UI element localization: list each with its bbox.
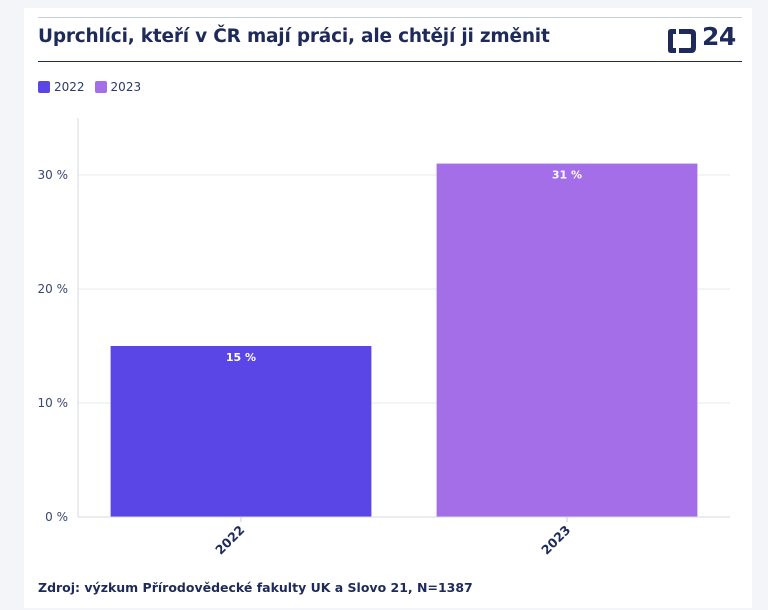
legend-label: 2022 bbox=[54, 80, 85, 94]
x-tick-label: 2023 bbox=[538, 522, 573, 557]
header-top-rule bbox=[38, 17, 742, 18]
y-tick-label: 30 % bbox=[38, 168, 69, 182]
header-bottom-rule bbox=[38, 61, 742, 62]
legend-item-2023[interactable]: 2023 bbox=[94, 80, 142, 94]
legend-item-2022[interactable]: 2022 bbox=[38, 80, 85, 94]
x-tick-label: 2022 bbox=[212, 522, 247, 557]
legend-swatch bbox=[94, 81, 107, 93]
legend-swatch bbox=[38, 81, 50, 93]
chart-title: Uprchlíci, kteří v ČR mají práci, ale ch… bbox=[38, 26, 550, 47]
y-tick-label: 10 % bbox=[38, 396, 69, 410]
ct24-logo-icon bbox=[668, 29, 696, 53]
ct24-logo: 24 bbox=[664, 22, 744, 56]
logo-text: 24 bbox=[702, 22, 736, 51]
bar-2023 bbox=[436, 163, 698, 517]
y-tick-label: 20 % bbox=[38, 282, 69, 296]
y-tick-label: 0 % bbox=[45, 510, 68, 524]
data-label: 31 % bbox=[552, 169, 582, 182]
legend-label: 2023 bbox=[110, 80, 142, 94]
legend: 2022 2023 bbox=[38, 79, 151, 95]
bar-2022 bbox=[110, 346, 372, 517]
data-label: 15 % bbox=[226, 351, 256, 364]
source-note: Zdroj: výzkum Přírodovědecké fakulty UK … bbox=[38, 580, 473, 595]
